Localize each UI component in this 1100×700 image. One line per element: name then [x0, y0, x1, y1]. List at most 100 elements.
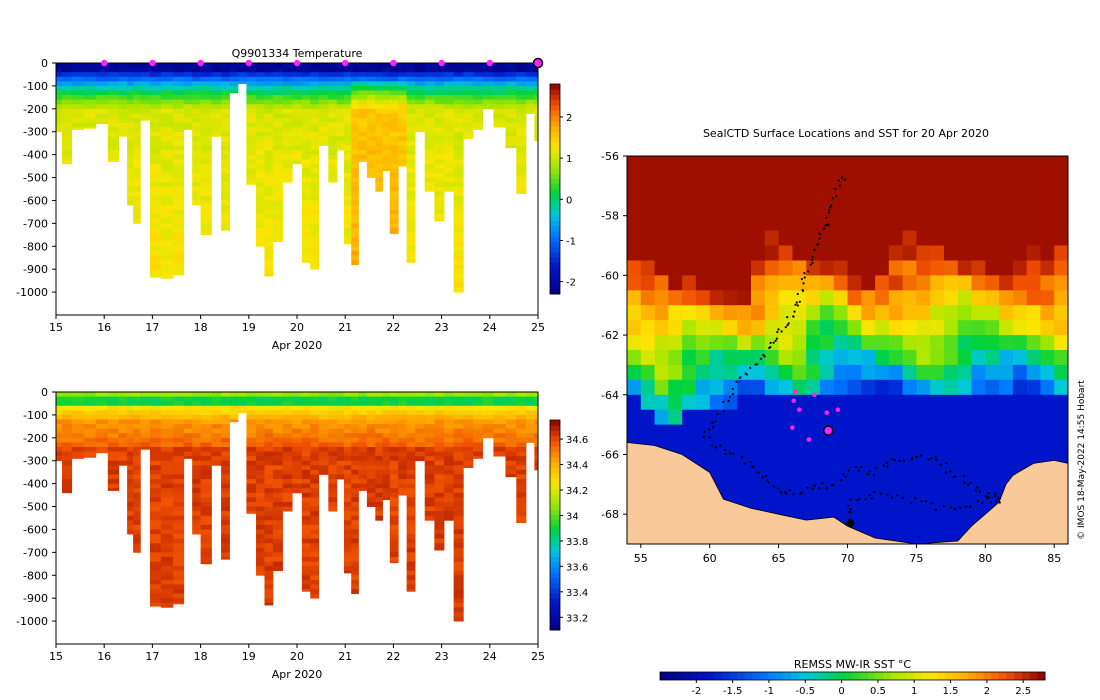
heatmap-cell — [472, 90, 483, 96]
sst-cell — [930, 335, 945, 351]
heatmap-cell — [389, 437, 399, 443]
colorbar-segment — [550, 120, 560, 127]
heatmap-cell — [133, 442, 141, 448]
heatmap-cell — [221, 556, 230, 560]
heatmap-cell — [318, 90, 329, 96]
track-dot — [886, 465, 889, 468]
heatmap-cell — [133, 524, 141, 530]
sst-cell — [916, 350, 931, 366]
heatmap-cell — [221, 437, 230, 443]
heatmap-cell — [382, 451, 391, 457]
colorbar-frame — [549, 83, 561, 295]
heatmap-cell — [375, 437, 383, 443]
heatmap-cell — [301, 479, 311, 485]
heatmap-cell — [264, 209, 274, 215]
track-dot — [796, 292, 799, 296]
heatmap-cell — [221, 205, 230, 211]
sst-cell — [737, 409, 752, 426]
heatmap-cell — [453, 159, 464, 165]
sst-cell — [640, 394, 656, 411]
heatmap-cell — [493, 410, 506, 416]
heatmap-cell — [415, 419, 426, 425]
heatmap-cell — [406, 205, 416, 211]
heatmap-cell — [318, 424, 329, 430]
sst-cell — [888, 215, 904, 232]
sst-cell — [792, 215, 807, 232]
heatmap-cell — [264, 433, 274, 439]
track-dot — [828, 209, 831, 212]
heatmap-cell — [406, 469, 416, 475]
heatmap-cell — [282, 99, 293, 105]
heatmap-cell — [264, 159, 274, 165]
heatmap-cell — [133, 529, 141, 535]
heatmap-cell — [62, 442, 73, 448]
heatmap-cell — [272, 401, 283, 407]
track-dot — [759, 357, 763, 360]
heatmap-cell — [406, 209, 416, 215]
heatmap-cell — [382, 460, 391, 466]
sst-cell — [930, 170, 945, 187]
heatmap-cell — [516, 497, 527, 503]
heatmap-cell — [192, 81, 201, 87]
heatmap-cell — [133, 72, 141, 78]
sst-cell — [888, 409, 904, 426]
sst-cell — [668, 394, 683, 411]
sst-colorbar-segment — [906, 672, 915, 680]
sst-cell — [971, 350, 986, 366]
heatmap-cell — [505, 122, 517, 128]
heatmap-cell — [344, 488, 352, 494]
heatmap-cell — [183, 122, 193, 128]
heatmap-cell — [310, 250, 320, 256]
heatmap-cell — [310, 405, 320, 411]
heatmap-cell — [160, 414, 174, 420]
sst-cell — [819, 484, 835, 500]
heatmap-cell — [453, 579, 464, 585]
heatmap-cell — [160, 223, 174, 229]
heatmap-cell — [328, 497, 338, 503]
heatmap-cell — [133, 163, 141, 169]
sst-cell — [847, 290, 862, 306]
heatmap-cell — [366, 392, 376, 397]
heatmap-cell — [71, 108, 85, 114]
heatmap-cell — [172, 150, 185, 156]
heatmap-cell — [62, 428, 73, 434]
heatmap-cell — [406, 150, 416, 156]
heatmap-cell — [406, 104, 416, 110]
sst-cell — [957, 499, 973, 515]
sst-cell — [1054, 156, 1068, 172]
heatmap-cell — [160, 488, 174, 494]
heatmap-cell — [434, 95, 445, 101]
heatmap-cell — [351, 428, 359, 434]
heatmap-cell — [256, 442, 265, 448]
sst-cell — [971, 305, 986, 321]
sst-cell — [723, 469, 738, 485]
track-dot — [827, 211, 830, 214]
heatmap-cell — [149, 232, 162, 238]
heatmap-cell — [149, 177, 162, 183]
heatmap-cell — [62, 424, 73, 430]
heatmap-cell — [516, 67, 527, 73]
sst-colorbar-segment — [667, 672, 676, 680]
heatmap-cell — [160, 72, 174, 78]
heatmap-cell — [516, 191, 527, 194]
heatmap-cell — [389, 460, 399, 466]
heatmap-cell — [83, 99, 97, 105]
heatmap-cell — [172, 273, 185, 276]
heatmap-cell — [256, 538, 265, 544]
heatmap-cell — [516, 483, 527, 489]
heatmap-cell — [301, 67, 311, 73]
heatmap-cell — [444, 460, 455, 466]
heatmap-cell — [358, 456, 368, 462]
sst-colorbar-segment — [752, 672, 761, 680]
heatmap-cell — [351, 547, 359, 553]
heatmap-cell — [221, 191, 230, 197]
sst-cell — [751, 200, 766, 217]
heatmap-cell — [358, 442, 368, 448]
heatmap-cell — [525, 433, 535, 439]
sst-colorbar-segment — [713, 672, 723, 680]
heatmap-cell — [516, 76, 527, 82]
heatmap-cell — [256, 524, 265, 530]
track-dot — [802, 289, 805, 293]
sst-cell — [833, 185, 848, 202]
heatmap-cell — [221, 543, 230, 549]
